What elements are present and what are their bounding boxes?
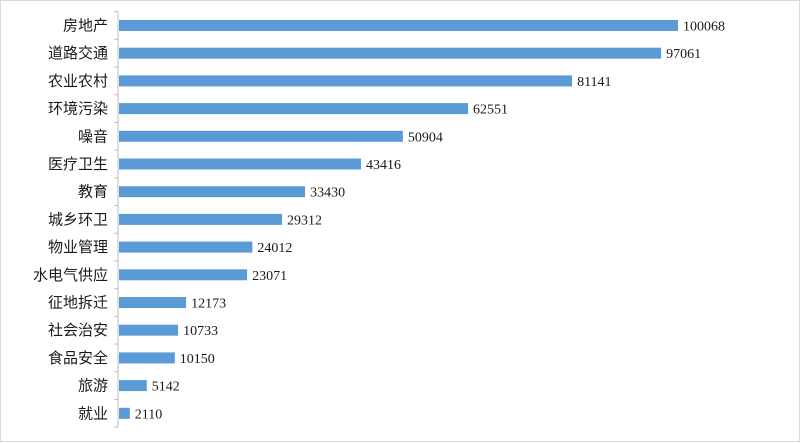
category-label: 环境污染 bbox=[48, 100, 108, 118]
category-label: 征地拆迁 bbox=[48, 294, 108, 312]
category-label: 教育 bbox=[78, 183, 108, 201]
data-label: 2110 bbox=[135, 407, 162, 422]
category-label: 农业农村 bbox=[48, 72, 108, 90]
bar bbox=[119, 186, 306, 198]
category-label: 水电气供应 bbox=[33, 266, 108, 284]
category-label: 食品安全 bbox=[48, 349, 108, 367]
bar bbox=[119, 75, 573, 87]
data-label: 24012 bbox=[257, 241, 292, 256]
category-label: 城乡环卫 bbox=[48, 210, 108, 228]
category-label: 房地产 bbox=[63, 17, 108, 35]
bar bbox=[119, 380, 147, 392]
category-label: 旅游 bbox=[78, 377, 108, 395]
data-label: 62551 bbox=[473, 103, 508, 118]
bar bbox=[119, 158, 361, 170]
data-label: 100068 bbox=[683, 20, 725, 35]
bar bbox=[119, 20, 678, 31]
data-label: 43416 bbox=[366, 158, 401, 173]
bar bbox=[119, 47, 662, 59]
bar bbox=[119, 269, 248, 281]
data-label: 29312 bbox=[287, 213, 322, 228]
data-label: 5142 bbox=[152, 380, 180, 395]
data-label: 10733 bbox=[183, 324, 218, 339]
bar bbox=[119, 407, 130, 419]
category-label: 物业管理 bbox=[48, 238, 108, 256]
category-label: 医疗卫生 bbox=[48, 155, 108, 173]
bar bbox=[119, 352, 175, 364]
data-label: 50904 bbox=[408, 130, 443, 145]
category-label: 道路交通 bbox=[48, 44, 108, 62]
bar bbox=[119, 213, 283, 225]
data-label: 33430 bbox=[310, 186, 345, 201]
category-label: 噪音 bbox=[78, 127, 108, 145]
data-label: 10150 bbox=[180, 352, 215, 367]
category-label: 社会治安 bbox=[48, 321, 108, 339]
bar bbox=[119, 241, 253, 253]
data-label: 12173 bbox=[191, 297, 226, 312]
data-label: 81141 bbox=[577, 75, 611, 90]
category-label: 就业 bbox=[78, 404, 108, 422]
bar bbox=[119, 297, 187, 308]
bar bbox=[119, 130, 403, 142]
data-label: 23071 bbox=[252, 269, 287, 284]
bar bbox=[119, 324, 179, 336]
bar bbox=[119, 103, 469, 115]
data-label: 97061 bbox=[666, 47, 701, 62]
